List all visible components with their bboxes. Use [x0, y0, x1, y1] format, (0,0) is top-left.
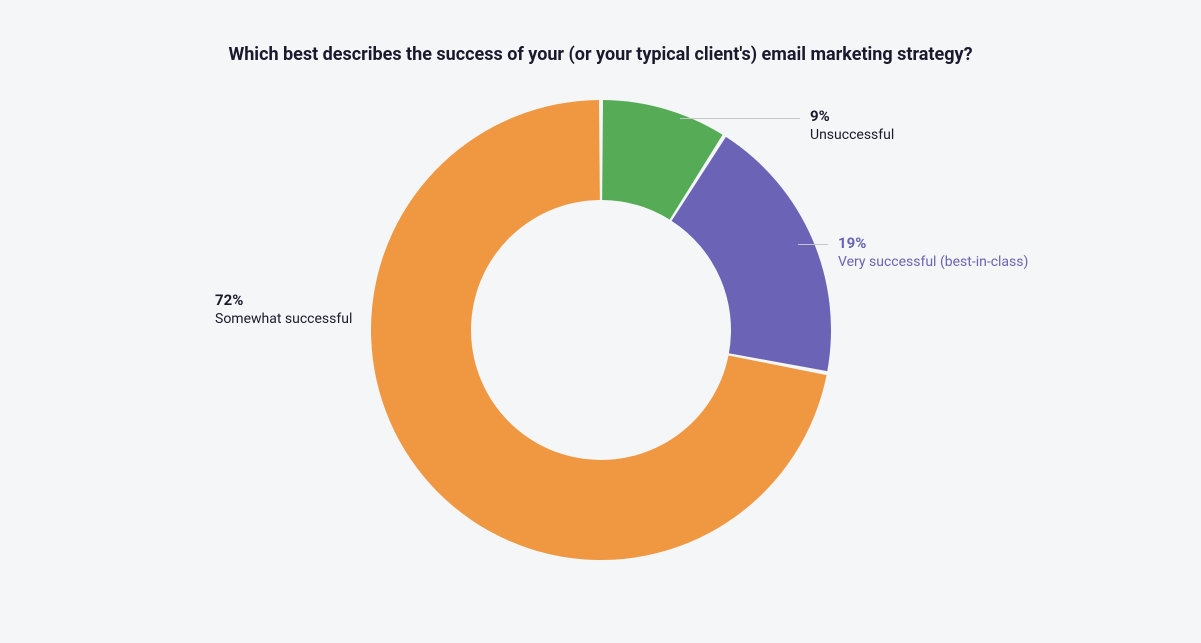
callout-unsuccessful: 9% Unsuccessful — [810, 106, 894, 145]
callout-somewhat-successful: 72% Somewhat successful — [215, 290, 352, 329]
label-somewhat-successful: Somewhat successful — [215, 310, 352, 329]
callout-very-successful: 19% Very successful (best-in-class) — [838, 233, 1028, 272]
label-unsuccessful: Unsuccessful — [810, 126, 894, 145]
pct-unsuccessful: 9% — [810, 106, 894, 126]
label-very-successful: Very successful (best-in-class) — [838, 253, 1028, 272]
leader-unsuccessful — [680, 118, 800, 119]
pct-somewhat-successful: 72% — [215, 290, 352, 310]
donut-svg — [371, 100, 831, 560]
pct-very-successful: 19% — [838, 233, 1028, 253]
leader-very-successful — [798, 244, 828, 245]
donut-chart — [371, 100, 831, 560]
chart-title: Which best describes the success of your… — [0, 44, 1201, 65]
